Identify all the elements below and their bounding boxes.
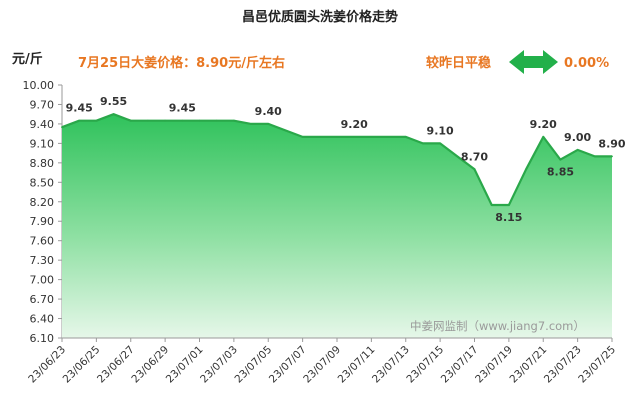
trend-change: 0.00% [564,56,609,71]
data-label: 8.15 [495,211,522,224]
y-tick-label: 8.20 [30,196,55,209]
data-point [112,113,115,116]
data-point [284,129,287,132]
data-point [215,119,218,122]
x-tick-label: 23/07/25 [576,344,618,386]
y-tick-label: 6.40 [30,313,55,326]
y-tick-label: 9.70 [30,98,55,111]
data-point [353,136,356,138]
data-point [164,119,167,122]
data-point [439,142,441,145]
data-point [198,119,201,122]
data-label: 8.70 [461,150,488,163]
data-point [181,119,184,122]
data-point [336,136,338,138]
data-label: 8.90 [598,137,625,150]
price-area [62,114,612,338]
y-axis-unit: 元/斤 [12,51,43,67]
data-label: 9.20 [530,118,557,131]
data-point [233,119,235,122]
price-note: 7月25日大姜价格：8.90元/斤左右 [78,55,285,71]
data-point [576,149,579,151]
double-arrow-icon [509,50,558,74]
data-point [78,119,81,122]
y-tick-label: 6.70 [30,293,55,306]
data-labels: 9.45 9.55 9.45 9.40 9.20 9.10 8.70 8.15 9.20 8.85… [66,95,626,224]
data-label: 9.40 [255,105,282,118]
y-tick-label: 8.50 [30,176,55,189]
data-label: 9.10 [427,124,454,137]
trend-label: 较昨日平稳 [426,55,491,71]
data-point [404,136,407,138]
data-label: 9.45 [66,102,93,115]
chart-title: 昌邑优质圆头洗姜价格走势 [242,9,398,25]
data-point [611,155,613,158]
plot-area [61,113,613,338]
data-point [490,204,493,206]
y-tick-label: 7.60 [30,235,55,248]
y-tick-label: 8.80 [30,157,55,170]
data-point [456,155,459,158]
data-label: 9.45 [169,102,196,115]
data-label: 9.55 [100,95,127,108]
x-axis: 23/06/2323/06/2523/06/2723/06/2923/07/01… [26,337,618,386]
data-point [147,119,149,122]
data-point [508,204,510,206]
data-point [593,155,596,158]
data-point [318,136,321,138]
data-label: 8.85 [547,166,574,179]
data-point [387,136,390,138]
y-tick-label: 6.10 [30,332,55,345]
y-tick-label: 7.00 [30,274,55,287]
data-point [473,168,476,171]
data-point [250,123,253,125]
data-point [95,119,98,122]
y-tick-label: 7.90 [30,215,55,228]
data-point [61,126,63,129]
y-tick-label: 10.00 [23,79,55,92]
y-tick-label: 7.30 [30,254,55,267]
data-point [129,119,132,122]
y-tick-label: 9.40 [30,118,55,131]
y-axis: 10.00 9.70 9.40 9.10 8.80 8.50 8.20 7.90 7.60 7.3… [23,79,63,345]
data-point [559,158,562,161]
data-point [267,123,270,125]
data-point [422,142,424,145]
data-point [525,168,527,171]
data-point [370,136,373,138]
y-tick-label: 9.10 [30,137,55,150]
data-label: 9.00 [564,131,591,144]
data-point [301,136,304,138]
data-label: 9.20 [341,118,368,131]
data-point [542,136,545,138]
watermark: 中姜网监制（www.jiang7.com） [410,319,585,333]
